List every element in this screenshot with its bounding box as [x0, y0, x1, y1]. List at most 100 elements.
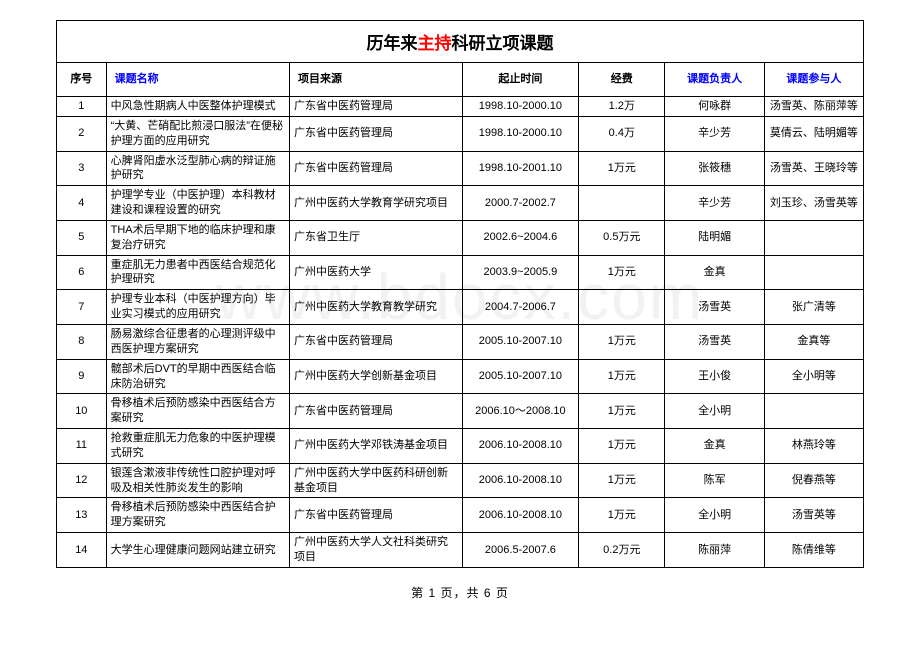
cell-part: 汤雪英等 — [764, 498, 863, 533]
cell-name: 骨移植术后预防感染中西医结合方案研究 — [106, 394, 289, 429]
cell-lead: 张筱穗 — [665, 151, 764, 186]
cell-lead: 金真 — [665, 429, 764, 464]
cell-fund: 0.2万元 — [579, 533, 665, 568]
table-row: 5THA术后早期下地的临床护理和康复治疗研究广东省卫生厅2002.6~2004.… — [57, 220, 864, 255]
header-idx: 序号 — [57, 63, 107, 97]
cell-time: 2006.10-2008.10 — [462, 498, 579, 533]
cell-name: 抢救重症肌无力危象的中医护理模式研究 — [106, 429, 289, 464]
cell-time: 2000.7-2002.7 — [462, 186, 579, 221]
table-row: 6重症肌无力患者中西医结合规范化护理研究广州中医药大学2003.9~2005.9… — [57, 255, 864, 290]
header-src: 项目来源 — [290, 63, 463, 97]
cell-src: 广州中医药大学教育教学研究 — [290, 290, 463, 325]
table-row: 10骨移植术后预防感染中西医结合方案研究广东省中医药管理局2006.10～200… — [57, 394, 864, 429]
cell-idx: 1 — [57, 97, 107, 117]
header-time: 起止时间 — [462, 63, 579, 97]
title-post: 科研立项课题 — [452, 34, 554, 53]
cell-part: 汤雪英、王晓玲等 — [764, 151, 863, 186]
cell-fund: 0.5万元 — [579, 220, 665, 255]
cell-fund: 1万元 — [579, 394, 665, 429]
cell-part: 刘玉珍、汤雪英等 — [764, 186, 863, 221]
cell-name: 骨移植术后预防感染中西医结合护理方案研究 — [106, 498, 289, 533]
table-row: 8肠易激综合征患者的心理测评级中西医护理方案研究广东省中医药管理局2005.10… — [57, 324, 864, 359]
table-row: 12银莲含漱液非传统性口腔护理对呼吸及相关性肺炎发生的影响广州中医药大学中医药科… — [57, 463, 864, 498]
cell-name: 重症肌无力患者中西医结合规范化护理研究 — [106, 255, 289, 290]
cell-part: 陈倩维等 — [764, 533, 863, 568]
cell-lead: 汤雪英 — [665, 290, 764, 325]
cell-name: 髋部术后DVT的早期中西医结合临床防治研究 — [106, 359, 289, 394]
cell-part: 莫倩云、陆明媚等 — [764, 116, 863, 151]
cell-time: 2006.5-2007.6 — [462, 533, 579, 568]
cell-lead: 何咏群 — [665, 97, 764, 117]
cell-idx: 4 — [57, 186, 107, 221]
cell-idx: 13 — [57, 498, 107, 533]
cell-part — [764, 255, 863, 290]
cell-lead: 金真 — [665, 255, 764, 290]
header-lead: 课题负责人 — [665, 63, 764, 97]
cell-src: 广州中医药大学邓铁涛基金项目 — [290, 429, 463, 464]
table-row: 14大学生心理健康问题网站建立研究广州中医药大学人文社科类研究项目2006.5-… — [57, 533, 864, 568]
cell-name: 护理学专业（中医护理）本科教材建设和课程设置的研究 — [106, 186, 289, 221]
cell-part: 林燕玲等 — [764, 429, 863, 464]
cell-time: 2006.10-2008.10 — [462, 429, 579, 464]
cell-time: 1998.10-2000.10 — [462, 116, 579, 151]
cell-src: 广东省中医药管理局 — [290, 394, 463, 429]
cell-src: 广东省中医药管理局 — [290, 324, 463, 359]
cell-time: 2004.7-2006.7 — [462, 290, 579, 325]
table-row: 13骨移植术后预防感染中西医结合护理方案研究广东省中医药管理局2006.10-2… — [57, 498, 864, 533]
cell-part — [764, 394, 863, 429]
table-header-row: 序号 课题名称 项目来源 起止时间 经费 课题负责人 课题参与人 — [57, 63, 864, 97]
cell-name: 肠易激综合征患者的心理测评级中西医护理方案研究 — [106, 324, 289, 359]
title-red: 主持 — [418, 34, 452, 53]
table-row: 1中风急性期病人中医整体护理模式广东省中医药管理局1998.10-2000.10… — [57, 97, 864, 117]
cell-part: 倪春燕等 — [764, 463, 863, 498]
cell-src: 广东省中医药管理局 — [290, 498, 463, 533]
cell-src: 广东省中医药管理局 — [290, 97, 463, 117]
cell-name: 大学生心理健康问题网站建立研究 — [106, 533, 289, 568]
projects-table: 序号 课题名称 项目来源 起止时间 经费 课题负责人 课题参与人 1中风急性期病… — [56, 62, 864, 568]
table-row: 2“大黄、芒硝配比煎浸口服法”在便秘护理方面的应用研究广东省中医药管理局1998… — [57, 116, 864, 151]
header-fund: 经费 — [579, 63, 665, 97]
cell-idx: 9 — [57, 359, 107, 394]
cell-src: 广州中医药大学创新基金项目 — [290, 359, 463, 394]
cell-time: 1998.10-2000.10 — [462, 97, 579, 117]
cell-fund: 1万元 — [579, 151, 665, 186]
cell-src: 广州中医药大学中医药科研创新基金项目 — [290, 463, 463, 498]
cell-name: 银莲含漱液非传统性口腔护理对呼吸及相关性肺炎发生的影响 — [106, 463, 289, 498]
cell-time: 2005.10-2007.10 — [462, 324, 579, 359]
page-container: 历年来主持科研立项课题 序号 课题名称 项目来源 起止时间 经费 课题负责人 课… — [56, 20, 864, 601]
cell-idx: 7 — [57, 290, 107, 325]
cell-src: 广东省卫生厅 — [290, 220, 463, 255]
table-row: 3心脾肾阳虚水泛型肺心病的辩证施护研究广东省中医药管理局1998.10-2001… — [57, 151, 864, 186]
cell-time: 2002.6~2004.6 — [462, 220, 579, 255]
cell-lead: 全小明 — [665, 498, 764, 533]
table-row: 9髋部术后DVT的早期中西医结合临床防治研究广州中医药大学创新基金项目2005.… — [57, 359, 864, 394]
cell-lead: 陆明媚 — [665, 220, 764, 255]
cell-name: 护理专业本科（中医护理方向）毕业实习模式的应用研究 — [106, 290, 289, 325]
cell-idx: 8 — [57, 324, 107, 359]
cell-fund — [579, 290, 665, 325]
cell-src: 广东省中医药管理局 — [290, 151, 463, 186]
cell-fund: 0.4万 — [579, 116, 665, 151]
cell-fund: 1万元 — [579, 324, 665, 359]
cell-fund: 1万元 — [579, 255, 665, 290]
cell-lead: 辛少芳 — [665, 116, 764, 151]
cell-fund: 1万元 — [579, 463, 665, 498]
header-part: 课题参与人 — [764, 63, 863, 97]
cell-src: 广东省中医药管理局 — [290, 116, 463, 151]
cell-part: 汤雪英、陈丽萍等 — [764, 97, 863, 117]
cell-lead: 汤雪英 — [665, 324, 764, 359]
table-row: 4护理学专业（中医护理）本科教材建设和课程设置的研究广州中医药大学教育学研究项目… — [57, 186, 864, 221]
cell-idx: 2 — [57, 116, 107, 151]
document-title: 历年来主持科研立项课题 — [56, 20, 864, 62]
cell-lead: 辛少芳 — [665, 186, 764, 221]
cell-fund: 1.2万 — [579, 97, 665, 117]
cell-idx: 10 — [57, 394, 107, 429]
cell-part: 金真等 — [764, 324, 863, 359]
cell-time: 2003.9~2005.9 — [462, 255, 579, 290]
cell-name: THA术后早期下地的临床护理和康复治疗研究 — [106, 220, 289, 255]
table-row: 7护理专业本科（中医护理方向）毕业实习模式的应用研究广州中医药大学教育教学研究2… — [57, 290, 864, 325]
cell-name: 心脾肾阳虚水泛型肺心病的辩证施护研究 — [106, 151, 289, 186]
cell-part — [764, 220, 863, 255]
cell-fund: 1万元 — [579, 498, 665, 533]
cell-name: 中风急性期病人中医整体护理模式 — [106, 97, 289, 117]
